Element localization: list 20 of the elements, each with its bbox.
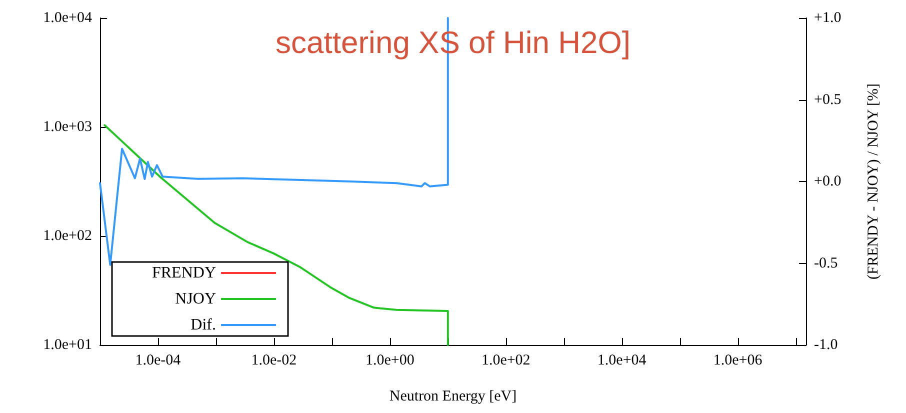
- x-tick-label: 1.0e-02: [251, 352, 297, 368]
- legend-label: FRENDY: [152, 264, 216, 282]
- y-tick-label: 1.0e+03: [43, 119, 92, 135]
- y-tick-label: 1.0e+01: [43, 337, 92, 353]
- x-tick-label: 1.0e+00: [365, 352, 414, 368]
- x-tick-label: 1.0e+06: [713, 352, 763, 368]
- x-tick-label: 1.0e+04: [597, 352, 647, 368]
- y2-tick-label: -0.5: [814, 255, 838, 272]
- x-axis-title: Neutron Energy [eV]: [389, 388, 517, 404]
- y-tick-label: 1.0e+04: [43, 10, 92, 26]
- legend-label: NJOY: [175, 290, 216, 308]
- x-tick-label: 1.0e-04: [135, 352, 182, 368]
- y2-tick-label: +0.0: [814, 174, 842, 190]
- y2-axis-title: (FRENDY - NJOY) / NJOY [%]: [866, 84, 882, 280]
- y2-tick-label: -1.0: [814, 337, 838, 353]
- y2-tick-label: +1.0: [814, 10, 842, 26]
- y2-tick-label: +0.5: [814, 92, 842, 108]
- x-tick-label: 1.0e+02: [481, 352, 530, 368]
- y-tick-label: 1.0e+02: [43, 228, 92, 244]
- legend-label: Dif.: [190, 316, 216, 334]
